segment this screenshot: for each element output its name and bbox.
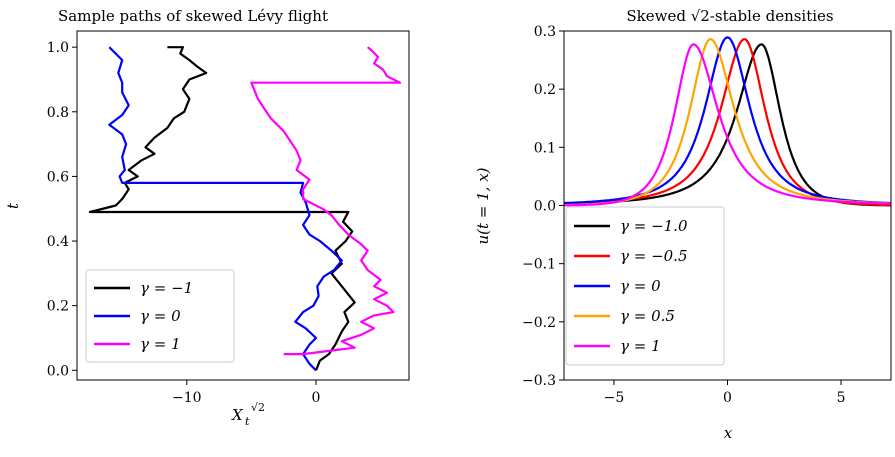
- right-chart-title: Skewed √2-stable densities: [626, 7, 833, 25]
- left-ytick-label: 0.2: [47, 299, 69, 315]
- left-legend: γ = −1 γ = 0 γ = 1: [85, 269, 235, 363]
- left-ytick-label: 1.0: [47, 40, 69, 56]
- left-plot-frame: [76, 30, 410, 381]
- right-legend-box: [565, 206, 725, 366]
- right-chart: Skewed √2-stable densities −5 0 5 −0.3 −0.2 −…: [474, 7, 892, 442]
- right-ytick-label: −0.2: [522, 315, 556, 331]
- left-xlabel-main: X: [231, 406, 244, 424]
- left-xlabel: X t √2: [231, 401, 265, 428]
- right-ytick-label: −0.1: [522, 257, 556, 273]
- right-ytick-label: 0.1: [534, 140, 556, 156]
- left-ytick-label: 0.4: [47, 234, 69, 250]
- left-xlabel-sup: √2: [251, 401, 265, 414]
- left-ytick-label: 0.6: [47, 169, 69, 185]
- left-ylabel: t: [4, 202, 22, 209]
- left-legend-label: γ = 1: [140, 335, 181, 353]
- right-legend-label: γ = −1.0: [620, 217, 688, 235]
- right-ytick-label: 0.2: [534, 82, 556, 98]
- left-series-path: [88, 46, 356, 371]
- right-legend-label: γ = −0.5: [620, 247, 688, 265]
- right-legend: γ = −1.0 γ = −0.5 γ = 0 γ = 0.5 γ = 1: [565, 206, 725, 366]
- left-legend-box: [85, 269, 235, 363]
- right-legend-label: γ = 0: [620, 277, 661, 295]
- left-chart: Sample paths of skewed Lévy flight −10 0 0…: [4, 7, 410, 428]
- left-xtick-label: −10: [172, 390, 202, 406]
- right-series-path: [564, 36, 891, 205]
- right-series-path: [564, 37, 891, 207]
- right-series-path: [564, 43, 891, 207]
- left-series-path: [250, 46, 402, 356]
- right-ylabel: u(t = 1, x): [474, 167, 492, 244]
- left-xtick-label: 0: [312, 390, 321, 406]
- right-xlabel: x: [724, 424, 733, 442]
- left-series-path: [108, 46, 343, 372]
- right-ytick-label: −0.3: [522, 373, 556, 389]
- right-ytick-label: 0.3: [534, 24, 556, 40]
- right-xtick-label: 0: [723, 390, 732, 406]
- left-ytick-label: 0.0: [47, 363, 69, 379]
- right-series-path: [564, 43, 891, 207]
- right-xtick-label: −5: [604, 390, 625, 406]
- right-xtick-label: 5: [837, 390, 846, 406]
- right-legend-label: γ = 0.5: [620, 307, 675, 325]
- right-legend-label: γ = 1: [620, 337, 661, 355]
- left-ytick-label: 0.8: [47, 105, 69, 121]
- left-legend-label: γ = −1: [140, 279, 193, 297]
- left-xlabel-sub: t: [245, 415, 250, 428]
- right-ytick-label: 0.0: [534, 199, 556, 215]
- left-chart-title: Sample paths of skewed Lévy flight: [58, 7, 328, 25]
- right-series-path: [564, 37, 891, 207]
- left-legend-label: γ = 0: [140, 307, 181, 325]
